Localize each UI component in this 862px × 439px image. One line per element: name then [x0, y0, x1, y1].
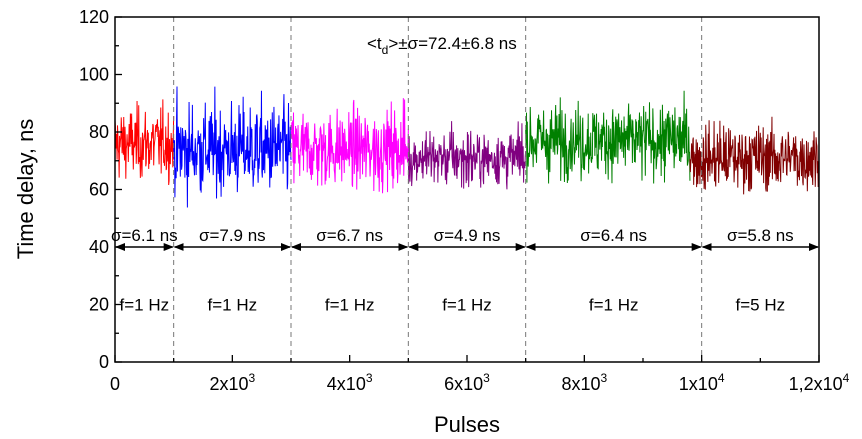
- data-layer: [115, 86, 819, 208]
- y-axis-title: Time delay, ns: [13, 119, 38, 260]
- y-tick-label: 120: [79, 7, 109, 27]
- frequency-label: f=1 Hz: [589, 296, 639, 315]
- frequency-label: f=1 Hz: [325, 296, 375, 315]
- x-tick-label: 1,2x104: [789, 371, 850, 394]
- frequency-label: f=1 Hz: [120, 296, 170, 315]
- y-tick-label: 100: [79, 65, 109, 85]
- series-group: [115, 86, 819, 208]
- annotation-layer: σ=6.1 ns f=1 Hz σ=7.9 ns f=1 Hz σ=6.7 ns f=1 …: [111, 17, 819, 362]
- y-tick-label: 0: [99, 352, 109, 372]
- x-axis-title: Pulses: [434, 412, 500, 437]
- x-tick-label: 6x103: [444, 371, 490, 394]
- data-series-2: [173, 86, 292, 208]
- stats-annotation: <td>±σ=72.4±6.8 ns: [367, 34, 517, 57]
- data-series-5: [525, 90, 691, 184]
- y-tick-label: 40: [89, 237, 109, 257]
- y-tick-label: 60: [89, 180, 109, 200]
- x-tick-label: 2x103: [209, 371, 255, 394]
- sigma-label: σ=7.9 ns: [199, 226, 266, 245]
- x-tick-label: 1x104: [679, 371, 725, 394]
- data-series-1: [115, 99, 175, 186]
- frequency-label: f=5 Hz: [736, 296, 786, 315]
- sigma-label: σ=6.4 ns: [580, 226, 647, 245]
- y-tick-label: 80: [89, 122, 109, 142]
- axis-layer: 0 20 40 60 80 100 120 0 2x103 4x103 6x103 8x103 1x10…: [79, 7, 850, 394]
- x-tick-label: 0: [110, 374, 120, 394]
- sigma-label: σ=6.1 ns: [111, 226, 178, 245]
- x-tick-label: 4x103: [327, 371, 373, 394]
- data-series-6: [689, 116, 819, 195]
- data-series-3: [290, 98, 409, 194]
- sigma-label: σ=5.8 ns: [727, 226, 794, 245]
- y-tick-label: 20: [89, 295, 109, 315]
- data-series-4: [407, 121, 527, 190]
- sigma-label: σ=6.7 ns: [316, 226, 383, 245]
- frequency-label: f=1 Hz: [442, 296, 492, 315]
- frequency-label: f=1 Hz: [208, 296, 258, 315]
- x-tick-label: 8x103: [561, 371, 607, 394]
- sigma-label: σ=4.9 ns: [434, 226, 501, 245]
